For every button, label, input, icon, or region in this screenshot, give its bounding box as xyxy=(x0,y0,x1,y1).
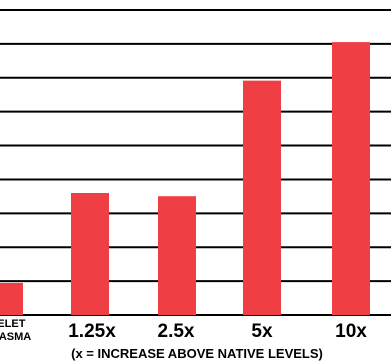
bar-3 xyxy=(243,80,281,315)
bar-4 xyxy=(332,42,370,316)
x-tick-labels: TELET PLASMA 1.25x 2.5x 5x 10x xyxy=(0,318,367,343)
bar-0 xyxy=(0,282,23,315)
x-tick-label-0-line-1: TELET xyxy=(0,318,26,330)
x-tick-label-2: 2.5x xyxy=(158,321,195,342)
x-tick-label-0-line-2: PLASMA xyxy=(0,331,31,343)
bars xyxy=(0,42,370,316)
bar-1 xyxy=(71,193,109,315)
bar-2 xyxy=(158,196,196,315)
x-tick-label-3: 5x xyxy=(251,321,273,342)
x-tick-label-1: 1.25x xyxy=(68,321,116,342)
x-axis-note: (x = INCREASE ABOVE NATIVE LEVELS) xyxy=(71,346,323,361)
x-tick-label-4: 10x xyxy=(335,321,367,342)
